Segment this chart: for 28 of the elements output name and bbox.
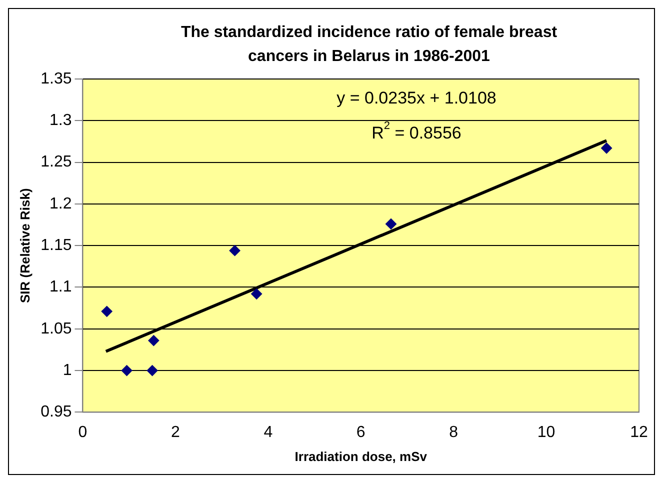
y-tick-label: 1: [62, 362, 72, 379]
y-tick-label: 1.15: [40, 237, 72, 254]
point: [146, 365, 158, 376]
annotation: y = 0.0235x + 1.0108: [336, 88, 496, 108]
y-tick-label: 1.3: [49, 112, 72, 130]
y-tick-label: 1.1: [49, 278, 72, 296]
y-axis-title: SIR (Relative Risk): [17, 188, 32, 304]
x-tick-label: 10: [537, 424, 556, 442]
x-tick-label: 6: [356, 424, 366, 442]
y-tick-label: 0.95: [40, 404, 72, 421]
x-tick-label: 0: [78, 424, 88, 442]
x-tick-label: 8: [449, 424, 458, 442]
y-tick-label: 1.25: [40, 154, 72, 171]
point: [148, 335, 160, 346]
point: [386, 218, 396, 230]
x-tick-label: 12: [630, 424, 648, 442]
x-tick-label: 2: [170, 424, 180, 442]
y-tick-label: 1.35: [40, 70, 72, 88]
x-axis-title: Irradiation dose, mSv: [294, 448, 428, 464]
y-tick-label: 1.2: [49, 195, 72, 212]
point: [251, 288, 262, 300]
x-tick-label: 4: [264, 424, 273, 442]
point: [121, 365, 132, 376]
y-tick-label: 1.05: [40, 320, 72, 338]
chart-title: The standardized incidence ratio of female breast cancers in Belarus in 1986-2001: [180, 23, 558, 67]
point: [101, 306, 112, 317]
point: [601, 142, 612, 154]
point: [229, 245, 240, 256]
